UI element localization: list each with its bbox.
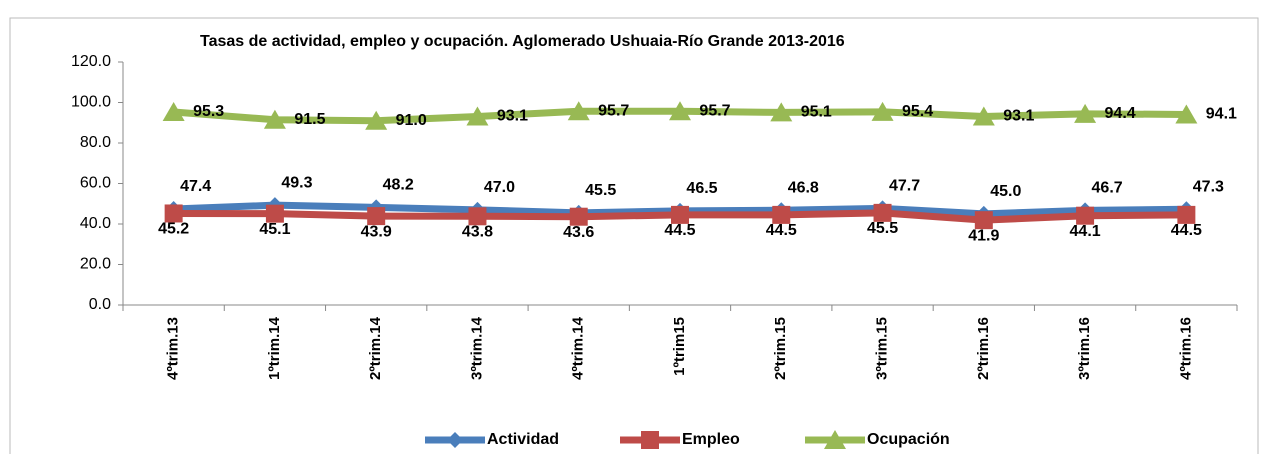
chart-title: Tasas de actividad, empleo y ocupación. …	[200, 33, 845, 50]
y-tick-label: 40.0	[80, 215, 111, 232]
legend-label: Empleo	[682, 431, 740, 448]
legend-marker	[641, 431, 659, 449]
point-marker	[871, 101, 894, 121]
point-marker	[972, 106, 995, 126]
data-label: 43.6	[563, 224, 594, 241]
data-label: 45.1	[259, 221, 290, 238]
data-label: 44.5	[766, 222, 797, 239]
data-label: 95.7	[598, 102, 629, 119]
data-label: 48.2	[383, 177, 414, 194]
data-label: 45.5	[867, 220, 898, 237]
data-label: 45.0	[990, 183, 1021, 200]
point-marker	[873, 203, 892, 222]
data-label: 93.1	[497, 108, 528, 125]
point-marker	[164, 204, 183, 223]
chart-frame	[9, 17, 1259, 454]
point-marker	[1175, 104, 1198, 124]
data-label: 95.7	[699, 102, 730, 119]
point-marker	[162, 102, 185, 122]
point-marker	[1076, 206, 1095, 225]
point-marker	[669, 101, 691, 121]
data-label: 46.7	[1092, 180, 1123, 197]
x-tick-label: 2ºtrim.15	[772, 317, 789, 380]
y-tick-label: 20.0	[80, 256, 111, 273]
y-tick-label: 0.0	[89, 296, 111, 313]
data-label: 45.2	[158, 221, 189, 238]
data-label: 95.1	[801, 104, 832, 121]
x-tick-label: 3ºtrim.16	[1076, 317, 1093, 380]
legend-label: Actividad	[487, 431, 559, 448]
data-label: 47.0	[484, 179, 515, 196]
data-label: 45.5	[585, 182, 616, 199]
legend-marker	[447, 432, 463, 448]
data-label: 41.9	[968, 227, 999, 244]
point-marker	[772, 205, 791, 224]
point-marker	[265, 204, 284, 223]
data-label: 91.0	[396, 112, 427, 129]
data-label: 49.3	[281, 174, 312, 191]
data-label: 44.5	[664, 222, 695, 239]
data-label: 47.4	[180, 178, 211, 195]
x-tick-label: 4ºtrim.14	[570, 316, 587, 380]
data-label: 46.5	[686, 180, 717, 197]
x-tick-label: 4ºtrim.13	[165, 317, 182, 380]
data-label: 43.8	[462, 224, 493, 241]
y-tick-label: 60.0	[80, 175, 111, 192]
point-marker	[770, 102, 793, 122]
y-tick-label: 80.0	[80, 134, 111, 151]
data-label: 46.8	[788, 179, 819, 196]
point-marker	[365, 110, 388, 130]
x-tick-label: 2ºtrim.14	[367, 316, 384, 380]
data-label: 43.9	[361, 223, 392, 240]
data-label: 94.1	[1206, 106, 1237, 123]
data-label: 44.1	[1070, 223, 1101, 240]
legend-label: Ocupación	[867, 431, 950, 448]
point-marker	[974, 211, 993, 230]
legend-marker	[824, 430, 846, 449]
x-tick-label: 3ºtrim.15	[874, 317, 891, 380]
point-marker	[468, 207, 487, 226]
y-tick-label: 100.0	[71, 94, 111, 111]
point-marker	[367, 207, 386, 226]
point-marker	[1177, 205, 1196, 224]
x-tick-label: 4ºtrim.16	[1177, 317, 1194, 380]
point-marker	[569, 207, 588, 226]
data-label: 44.5	[1171, 222, 1202, 239]
data-label: 47.7	[889, 178, 920, 195]
x-tick-label: 1ºtrim.14	[266, 316, 283, 380]
data-label: 94.4	[1105, 105, 1136, 122]
point-marker	[567, 101, 590, 121]
x-tick-label: 2ºtrim.16	[975, 317, 992, 380]
y-tick-label: 120.0	[71, 53, 111, 70]
x-tick-label: 3ºtrim.14	[468, 316, 485, 380]
data-label: 95.4	[902, 103, 933, 120]
point-marker	[1074, 103, 1097, 123]
data-label: 91.5	[294, 111, 325, 128]
x-tick-label: 1ºtrim15	[671, 317, 688, 376]
point-marker	[466, 106, 489, 126]
point-marker	[671, 205, 689, 224]
data-label: 93.1	[1003, 108, 1034, 125]
data-label: 95.3	[193, 103, 224, 120]
point-marker	[263, 109, 286, 129]
data-label: 47.3	[1193, 178, 1224, 195]
